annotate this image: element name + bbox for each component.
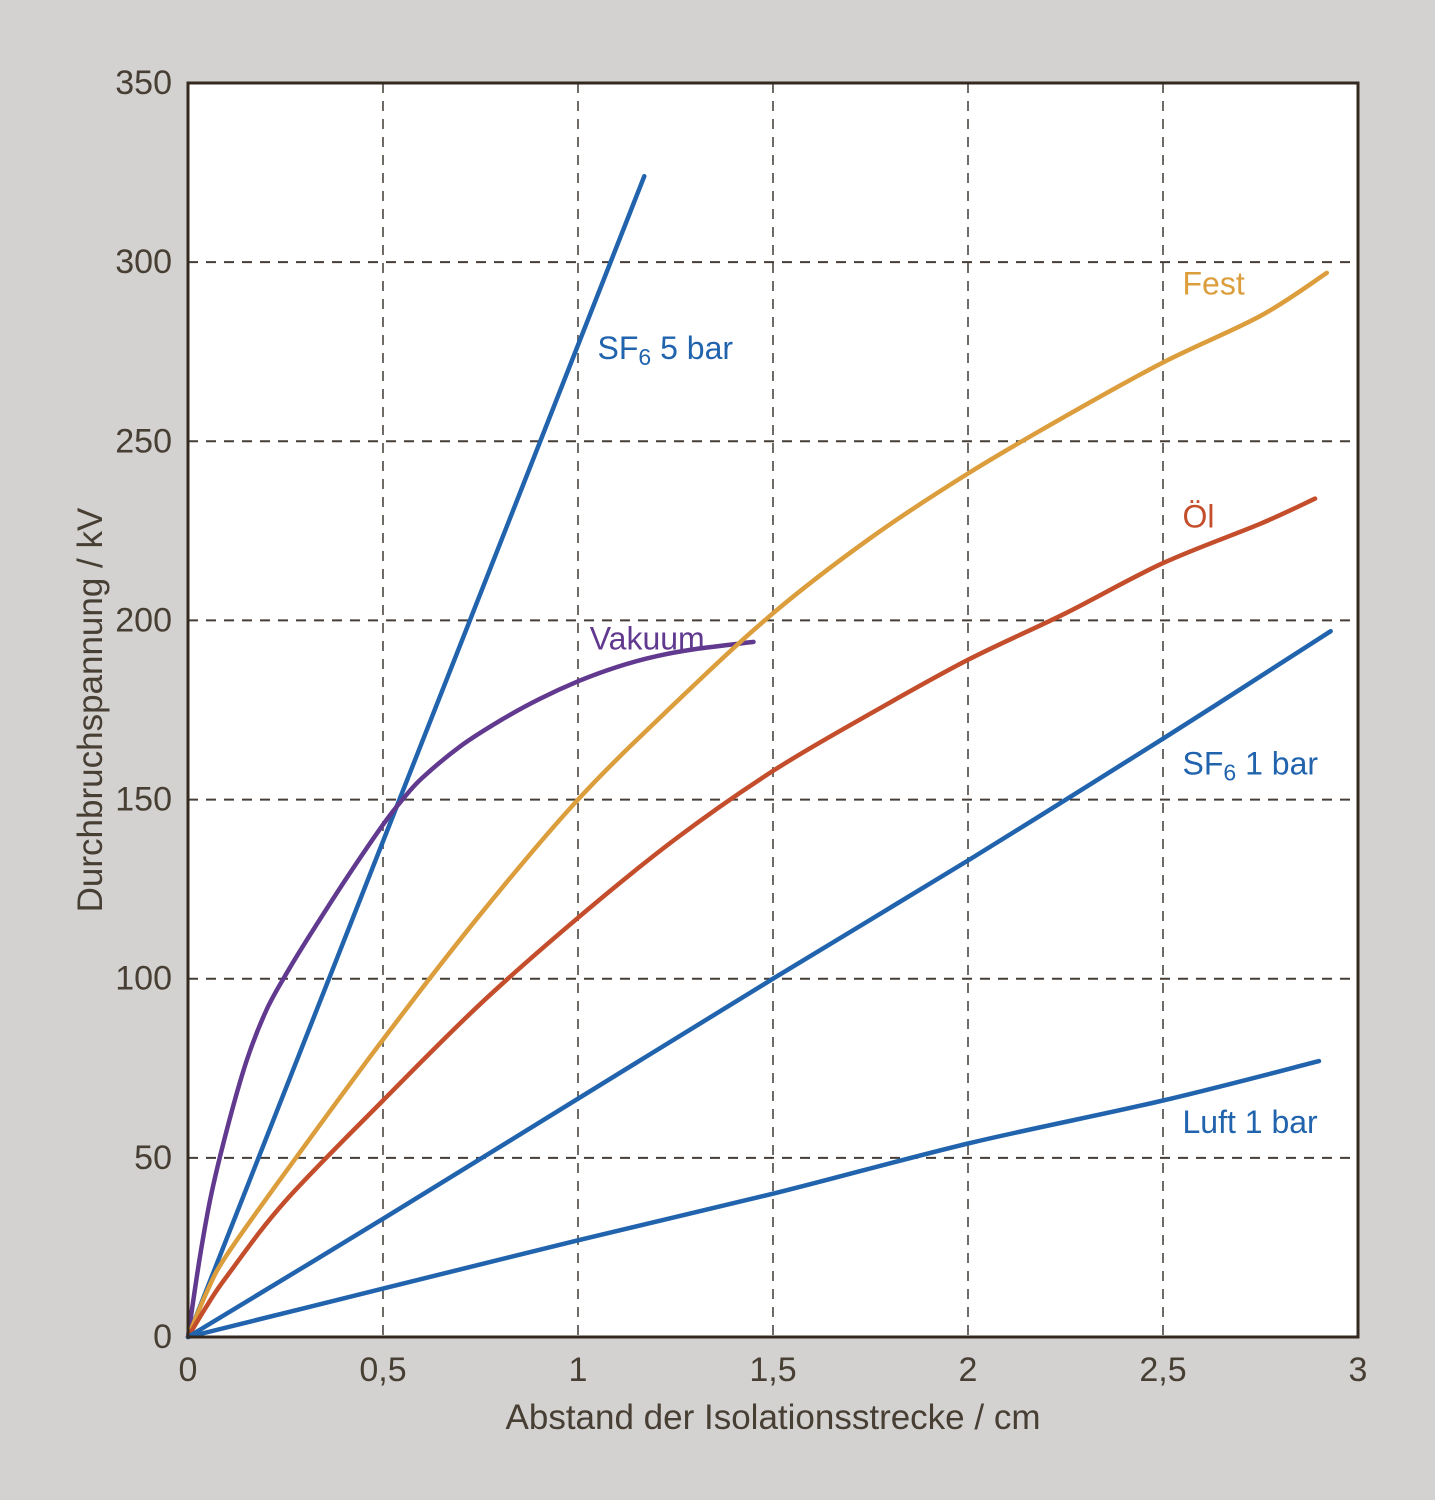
x-tick-label-0: 0 (179, 1351, 198, 1389)
x-axis-title: Abstand der Isolationsstrecke / cm (506, 1398, 1041, 1437)
curve-label-fest: Fest (1183, 266, 1245, 302)
curve-label-oel: Öl (1183, 499, 1215, 535)
curve-label-sf6-1bar: SF6 1 bar (1183, 746, 1319, 786)
plot-border (186, 81, 1360, 1339)
y-tick-label-200: 200 (115, 601, 172, 639)
curve-oel (185, 496, 1318, 1340)
x-tick-label-3: 3 (1349, 1351, 1368, 1389)
curve-label-vakuum: Vakuum (590, 620, 705, 656)
y-tick-label-50: 50 (134, 1139, 172, 1177)
x-tick-label-2.5: 2,5 (1139, 1351, 1186, 1389)
curve-luft-1bar (185, 1058, 1322, 1340)
curve-label-sf6-5bar: SF6 5 bar (598, 330, 734, 370)
x-tick-label-2: 2 (959, 1351, 978, 1389)
x-tick-label-1: 1 (569, 1351, 588, 1389)
y-tick-label-0: 0 (153, 1318, 172, 1356)
x-tick-label-1.5: 1,5 (749, 1351, 796, 1389)
curve-label-luft-1bar: Luft 1 bar (1183, 1104, 1319, 1140)
y-tick-label-150: 150 (115, 781, 172, 819)
y-tick-label-300: 300 (115, 243, 172, 281)
y-tick-label-100: 100 (115, 960, 172, 998)
x-tick-label-0.5: 0,5 (359, 1351, 406, 1389)
y-axis-title: Durchbruchspannung / kV (71, 507, 110, 912)
y-tick-label-350: 350 (115, 64, 172, 102)
curve-sf6-5bar (185, 173, 647, 1340)
y-tick-label-250: 250 (115, 422, 172, 460)
curve-sf6-1bar (185, 628, 1333, 1340)
curve-fest (185, 270, 1330, 1340)
curve-vakuum (185, 639, 756, 1340)
